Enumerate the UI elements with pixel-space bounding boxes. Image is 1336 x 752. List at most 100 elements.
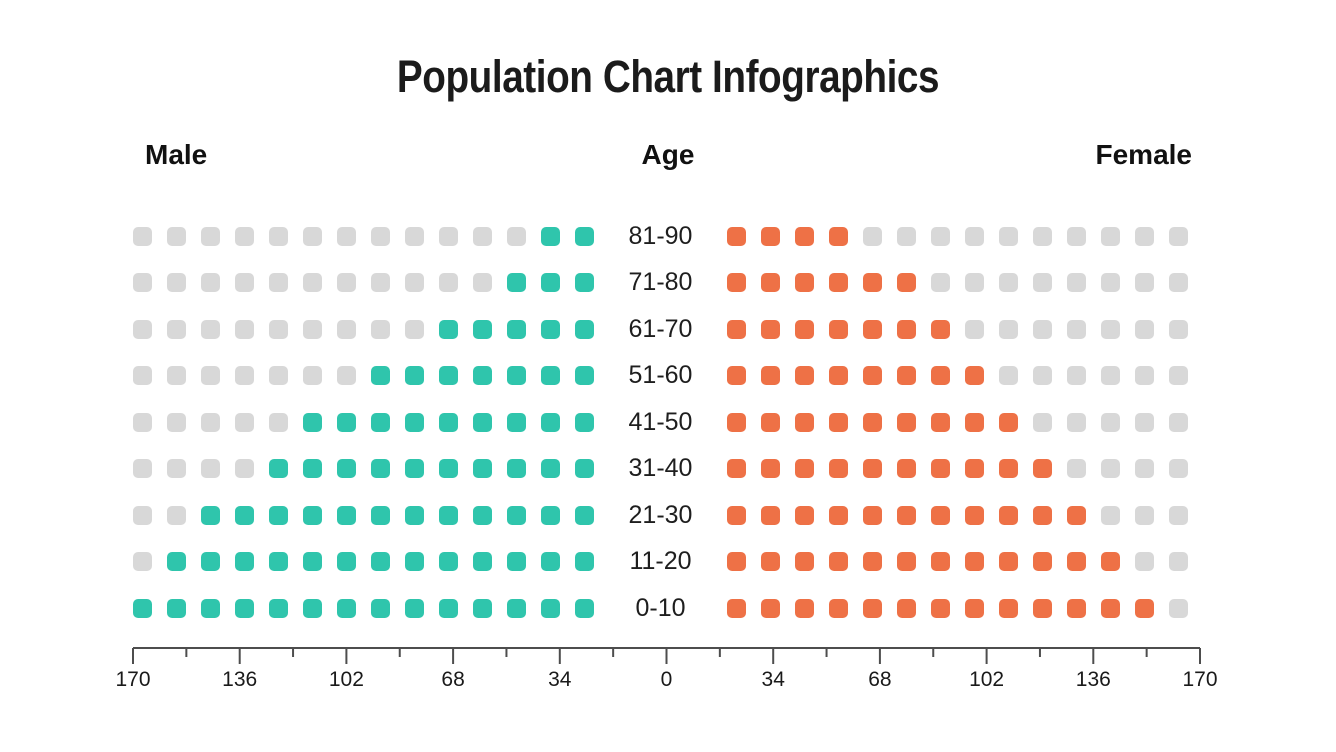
female-square xyxy=(727,319,746,339)
male-square xyxy=(439,505,458,525)
female-square xyxy=(761,273,780,293)
female-square xyxy=(727,412,746,432)
empty-square xyxy=(201,459,220,479)
female-square xyxy=(727,598,746,618)
empty-square xyxy=(1169,319,1188,339)
empty-square xyxy=(1169,226,1188,246)
empty-square xyxy=(1135,319,1154,339)
female-square xyxy=(999,412,1018,432)
empty-square xyxy=(1135,366,1154,386)
population-pyramid: 81-90 71-80 61-70 51-60 41-50 31-40 21-30 11-20… xyxy=(133,213,1188,632)
female-square xyxy=(965,459,984,479)
male-square xyxy=(235,552,254,572)
empty-square xyxy=(473,226,492,246)
empty-square xyxy=(133,412,152,432)
female-square xyxy=(863,412,882,432)
empty-square xyxy=(1169,552,1188,572)
empty-square xyxy=(269,226,288,246)
female-square xyxy=(727,505,746,525)
empty-square xyxy=(1169,273,1188,293)
male-square xyxy=(371,552,390,572)
pyramid-row-0-10: 0-10 xyxy=(133,585,1188,632)
female-square xyxy=(1067,505,1086,525)
empty-square xyxy=(1101,273,1120,293)
axis-tick-label: 170 xyxy=(1182,668,1217,691)
female-square xyxy=(863,598,882,618)
female-square xyxy=(795,273,814,293)
female-square xyxy=(795,412,814,432)
empty-square xyxy=(1101,226,1120,246)
axis-tick-label: 136 xyxy=(222,668,257,691)
female-square xyxy=(795,505,814,525)
female-square xyxy=(863,319,882,339)
empty-square xyxy=(1169,366,1188,386)
empty-square xyxy=(1033,366,1052,386)
empty-square xyxy=(1067,226,1086,246)
male-square xyxy=(371,412,390,432)
empty-square xyxy=(999,366,1018,386)
male-square xyxy=(541,226,560,246)
male-square xyxy=(507,552,526,572)
female-square xyxy=(1101,552,1120,572)
empty-square xyxy=(235,319,254,339)
axis-tick-label: 136 xyxy=(1076,668,1111,691)
female-square xyxy=(795,459,814,479)
female-square xyxy=(863,505,882,525)
empty-square xyxy=(405,273,424,293)
pyramid-row-31-40: 31-40 xyxy=(133,446,1188,493)
male-cells xyxy=(133,273,594,293)
female-square xyxy=(965,505,984,525)
female-square xyxy=(897,505,916,525)
axis-tick-label: 68 xyxy=(441,668,464,691)
empty-square xyxy=(1135,412,1154,432)
pyramid-row-61-70: 61-70 xyxy=(133,306,1188,353)
male-square xyxy=(405,366,424,386)
female-square xyxy=(1033,552,1052,572)
pyramid-row-11-20: 11-20 xyxy=(133,539,1188,586)
empty-square xyxy=(1135,273,1154,293)
male-square xyxy=(473,598,492,618)
female-square xyxy=(931,319,950,339)
male-square xyxy=(337,412,356,432)
male-square xyxy=(541,598,560,618)
pyramid-row-41-50: 41-50 xyxy=(133,399,1188,446)
empty-square xyxy=(1169,505,1188,525)
female-square xyxy=(829,598,848,618)
empty-square xyxy=(1067,273,1086,293)
empty-square xyxy=(1067,459,1086,479)
female-square xyxy=(1033,598,1052,618)
empty-square xyxy=(133,552,152,572)
male-square xyxy=(405,598,424,618)
empty-square xyxy=(167,319,186,339)
axis-tick-label: 102 xyxy=(969,668,1004,691)
empty-square xyxy=(337,319,356,339)
female-square xyxy=(931,598,950,618)
female-cells xyxy=(727,412,1188,432)
male-square xyxy=(575,412,594,432)
axis-tick-label: 34 xyxy=(762,668,786,691)
male-square xyxy=(371,459,390,479)
female-square xyxy=(931,552,950,572)
female-cells xyxy=(727,459,1188,479)
empty-square xyxy=(439,226,458,246)
female-square xyxy=(1033,459,1052,479)
empty-square xyxy=(167,366,186,386)
empty-square xyxy=(999,273,1018,293)
male-cells xyxy=(133,412,594,432)
pyramid-row-71-80: 71-80 xyxy=(133,260,1188,307)
empty-square xyxy=(439,273,458,293)
empty-square xyxy=(863,226,882,246)
female-square xyxy=(795,319,814,339)
male-square xyxy=(575,505,594,525)
male-cells xyxy=(133,459,594,479)
empty-square xyxy=(1169,459,1188,479)
empty-square xyxy=(1067,319,1086,339)
male-square xyxy=(405,552,424,572)
male-square xyxy=(439,459,458,479)
female-square xyxy=(863,273,882,293)
empty-square xyxy=(897,226,916,246)
female-square xyxy=(829,505,848,525)
empty-square xyxy=(473,273,492,293)
empty-square xyxy=(337,366,356,386)
female-square xyxy=(1033,505,1052,525)
